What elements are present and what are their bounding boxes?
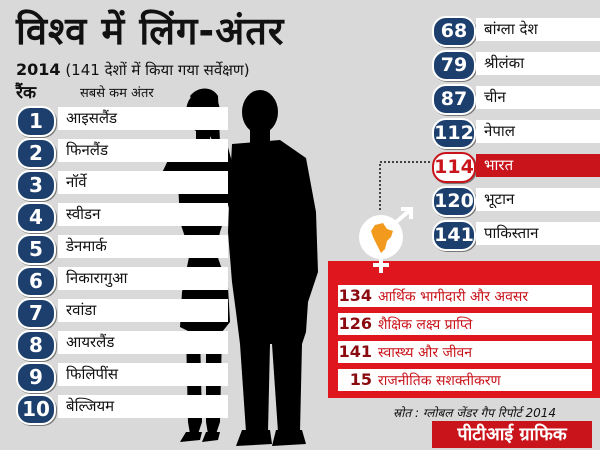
rank-badge: 1 [16, 106, 56, 137]
least-gap-header: सबसे कम अंतर [80, 86, 154, 101]
country-name: नॉर्वे [58, 171, 228, 194]
list-item: 3 नॉर्वे [10, 168, 240, 201]
country-name: आयरलैंड [58, 331, 228, 354]
list-item: 112 नेपाल [432, 116, 600, 150]
gender-symbol-icon [359, 207, 413, 273]
stat-label: आर्थिक भागीदारी और अवसर [378, 289, 529, 305]
country-name: आइसलैंड [58, 107, 228, 130]
rank-badge: 120 [432, 186, 476, 217]
stat-rank: 126 [338, 314, 372, 333]
list-item: 141 पाकिस्तान [432, 218, 600, 252]
rank-badge: 114 [432, 152, 476, 183]
rank-badge: 87 [432, 84, 476, 115]
list-item: 79 श्रीलंका [432, 48, 600, 82]
country-name: रवांडा [58, 299, 228, 322]
country-name: फिनलैंड [58, 139, 228, 162]
male-silhouette [228, 90, 318, 446]
list-item: 9 फिलिपींस [10, 360, 240, 393]
rank-badge: 6 [16, 266, 56, 297]
top-ten-list: 1 आइसलैंड 2 फिनलैंड 3 नॉर्वे 4 स्वीडन 5 … [10, 104, 240, 425]
country-name: श्रीलंका [476, 52, 600, 75]
rank-badge: 8 [16, 330, 56, 361]
stat-rank: 134 [338, 286, 372, 305]
subtitle: 2014 (141 देशों में किया गया सर्वेक्षण) [16, 60, 250, 80]
country-name: बांग्ला देश [476, 18, 600, 41]
stat-row: 141 स्वास्थ्य और जीवन [338, 341, 592, 363]
survey-note: (141 देशों में किया गया सर्वेक्षण) [65, 61, 250, 79]
rank-badge: 79 [432, 50, 476, 81]
dotted-connector [379, 161, 430, 210]
source-note: स्रोत : ग्लोबल जेंडर गैप रिपोर्ट 2014 [393, 406, 557, 420]
stat-label: शैक्षिक लक्ष्य प्राप्ति [378, 317, 473, 333]
india-map-icon [371, 223, 393, 253]
rank-badge: 7 [16, 298, 56, 329]
rank-badge: 5 [16, 234, 56, 265]
list-item: 68 बांग्ला देश [432, 14, 600, 48]
country-name: डेनमार्क [58, 235, 228, 258]
list-item: 4 स्वीडन [10, 200, 240, 233]
list-item: 120 भूटान [432, 184, 600, 218]
survey-year: 2014 [16, 60, 61, 79]
stat-label: राजनीतिक सशक्तीकरण [378, 373, 501, 389]
list-item-highlighted: 114 भारत [432, 150, 600, 184]
country-name: पाकिस्तान [476, 222, 600, 245]
country-name: भूटान [476, 188, 600, 211]
page-title: विश्व में लिंग-अंतर [16, 9, 285, 53]
list-item: 5 डेनमार्क [10, 232, 240, 265]
rank-badge: 10 [16, 394, 56, 425]
list-item: 2 फिनलैंड [10, 136, 240, 169]
rank-badge: 2 [16, 138, 56, 169]
stat-row: 134 आर्थिक भागीदारी और अवसर [338, 285, 592, 307]
regional-ranking-list: 68 बांग्ला देश 79 श्रीलंका 87 चीन 112 ने… [432, 14, 600, 252]
list-item: 8 आयरलैंड [10, 328, 240, 361]
country-name: निकारागुआ [58, 267, 228, 290]
country-name: नेपाल [476, 120, 600, 143]
country-name: भारत [476, 154, 600, 177]
country-name: फिलिपींस [58, 363, 228, 386]
rank-badge: 4 [16, 202, 56, 233]
stat-rank: 15 [349, 370, 372, 389]
rank-badge: 3 [16, 170, 56, 201]
country-name: चीन [476, 86, 600, 109]
rank-badge: 112 [432, 118, 476, 149]
country-name: स्वीडन [58, 203, 228, 226]
stat-label: स्वास्थ्य और जीवन [378, 345, 473, 361]
rank-badge: 141 [432, 220, 476, 251]
country-name: बेल्जियम [58, 395, 228, 418]
list-item: 6 निकारागुआ [10, 264, 240, 297]
brand-label: पीटीआई ग्राफिक [432, 421, 592, 448]
rank-badge: 68 [432, 16, 476, 47]
stat-rank: 141 [338, 342, 372, 361]
stat-row: 15 राजनीतिक सशक्तीकरण [338, 369, 592, 391]
rank-header: रैंक [16, 83, 37, 103]
list-item: 1 आइसलैंड [10, 104, 240, 137]
list-item: 7 रवांडा [10, 296, 240, 329]
stat-row: 126 शैक्षिक लक्ष्य प्राप्ति [338, 313, 592, 335]
list-item: 87 चीन [432, 82, 600, 116]
rank-badge: 9 [16, 362, 56, 393]
list-item: 10 बेल्जियम [10, 392, 240, 425]
